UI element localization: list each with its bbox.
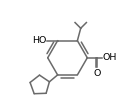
Text: HO: HO [32, 36, 46, 45]
Text: OH: OH [103, 53, 117, 62]
Text: O: O [93, 69, 101, 78]
